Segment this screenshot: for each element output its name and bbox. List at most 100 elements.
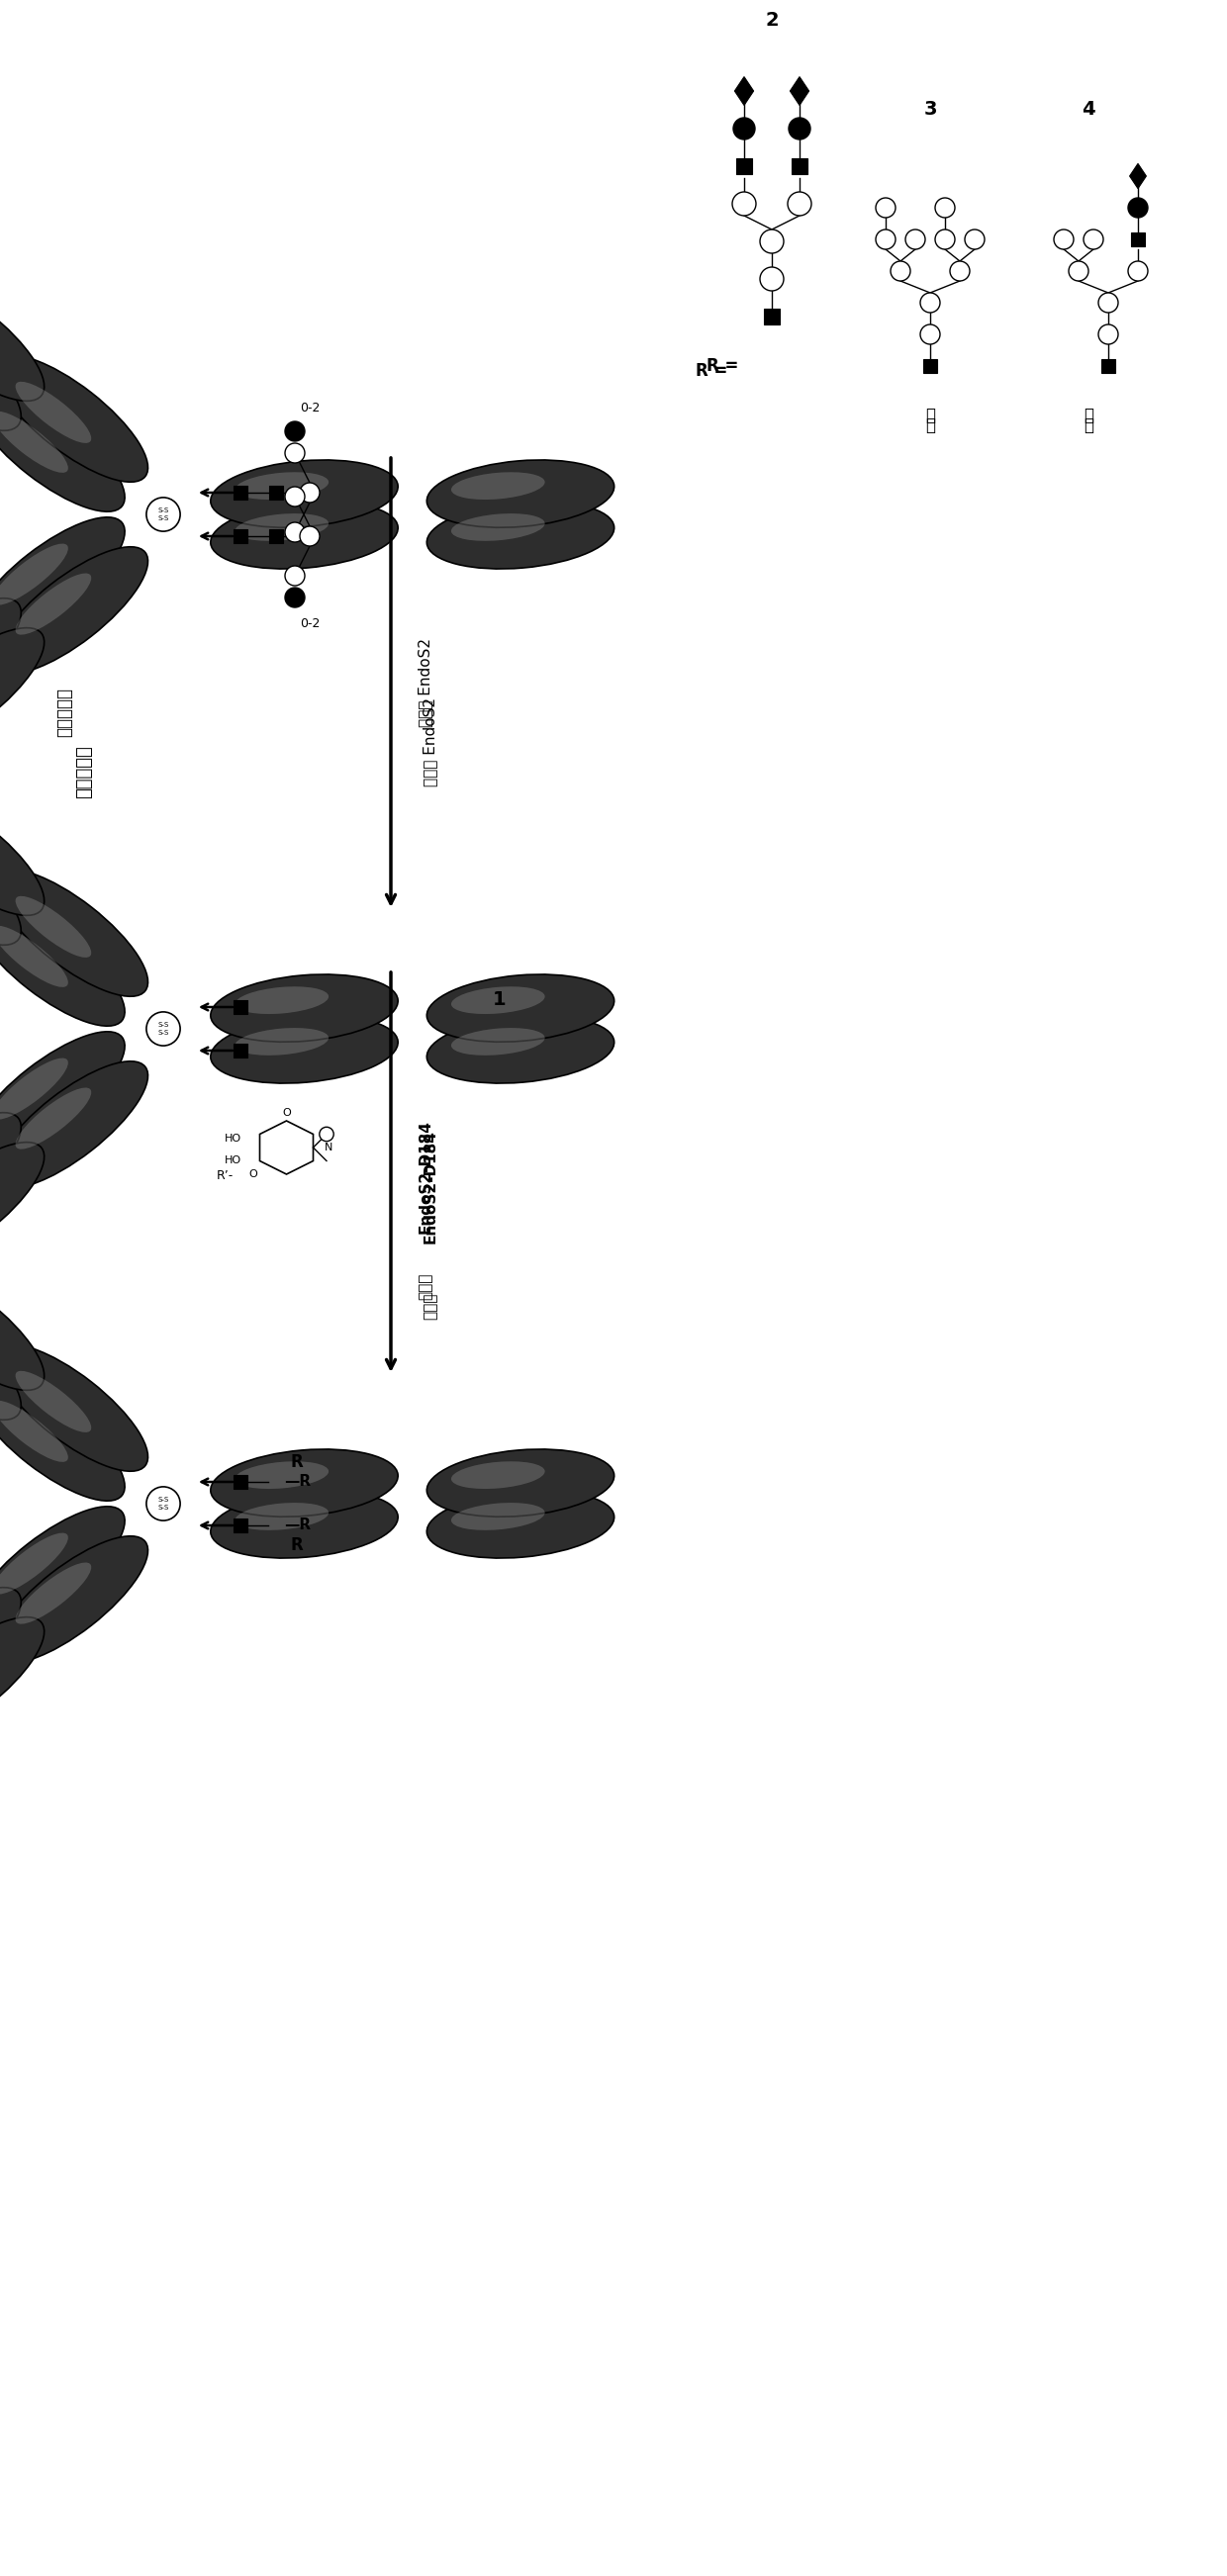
Text: 3: 3: [924, 100, 937, 118]
Circle shape: [1098, 325, 1118, 345]
Bar: [233, 528, 248, 544]
Text: 或: 或: [1083, 417, 1093, 435]
Circle shape: [299, 526, 319, 546]
Circle shape: [319, 1128, 334, 1141]
Ellipse shape: [0, 518, 125, 644]
Polygon shape: [1130, 165, 1146, 188]
Ellipse shape: [234, 1028, 329, 1056]
Circle shape: [1054, 229, 1074, 250]
Circle shape: [1069, 260, 1088, 281]
Ellipse shape: [234, 513, 329, 541]
Ellipse shape: [427, 1492, 615, 1558]
Bar: [233, 1043, 248, 1059]
Text: R: R: [291, 1535, 303, 1553]
Ellipse shape: [452, 513, 545, 541]
Bar: [233, 1517, 248, 1533]
Ellipse shape: [211, 974, 398, 1041]
Ellipse shape: [211, 461, 398, 528]
Ellipse shape: [16, 1564, 91, 1623]
Ellipse shape: [0, 1345, 148, 1471]
Ellipse shape: [452, 1461, 545, 1489]
Ellipse shape: [0, 819, 21, 945]
Ellipse shape: [427, 974, 615, 1041]
Circle shape: [1128, 260, 1147, 281]
Ellipse shape: [0, 1113, 21, 1239]
Bar: [1131, 232, 1145, 247]
Ellipse shape: [0, 1618, 44, 1744]
Ellipse shape: [427, 1450, 615, 1517]
Text: 野生型 EndoS2: 野生型 EndoS2: [418, 639, 433, 726]
Ellipse shape: [0, 1061, 148, 1188]
Text: R’-: R’-: [216, 1170, 233, 1182]
Ellipse shape: [427, 1015, 615, 1084]
Ellipse shape: [0, 546, 148, 672]
Text: 突变体: 突变体: [423, 1293, 438, 1319]
Text: 1: 1: [493, 989, 506, 1010]
Text: 0-2: 0-2: [299, 402, 320, 415]
Text: O: O: [282, 1108, 291, 1118]
Ellipse shape: [452, 1028, 545, 1056]
Bar: [764, 309, 779, 325]
Circle shape: [146, 497, 180, 531]
Ellipse shape: [211, 1450, 398, 1517]
Bar: [233, 487, 248, 500]
Text: 或: 或: [1083, 407, 1093, 425]
Text: 或: 或: [925, 407, 935, 425]
Circle shape: [935, 229, 955, 250]
Text: 2: 2: [766, 10, 779, 28]
Ellipse shape: [427, 461, 615, 528]
Text: EndoS2-D184: EndoS2-D184: [418, 1121, 433, 1234]
Circle shape: [891, 260, 910, 281]
Ellipse shape: [0, 412, 69, 474]
Ellipse shape: [16, 896, 91, 958]
Circle shape: [733, 193, 756, 216]
Ellipse shape: [234, 1502, 329, 1530]
Ellipse shape: [211, 502, 398, 569]
Circle shape: [876, 198, 896, 216]
Ellipse shape: [0, 925, 69, 987]
Text: EndoS2-D184: EndoS2-D184: [423, 1131, 438, 1244]
Bar: [736, 157, 752, 175]
Ellipse shape: [0, 1262, 44, 1391]
Ellipse shape: [234, 987, 329, 1015]
Bar: [233, 999, 248, 1015]
Ellipse shape: [0, 1401, 69, 1463]
Circle shape: [950, 260, 969, 281]
Text: 4: 4: [1082, 100, 1096, 118]
Circle shape: [964, 229, 984, 250]
Text: R =: R =: [696, 363, 728, 379]
Bar: [923, 358, 937, 374]
Circle shape: [876, 229, 896, 250]
Text: HO: HO: [225, 1157, 242, 1167]
Text: R =: R =: [707, 358, 739, 376]
Ellipse shape: [0, 1507, 125, 1633]
Text: —R: —R: [283, 1517, 310, 1533]
Circle shape: [285, 567, 304, 585]
Ellipse shape: [0, 384, 125, 513]
Ellipse shape: [0, 273, 44, 402]
Text: HO: HO: [225, 1133, 242, 1144]
Ellipse shape: [452, 987, 545, 1015]
Ellipse shape: [0, 1373, 125, 1502]
Ellipse shape: [16, 574, 91, 634]
Ellipse shape: [211, 1015, 398, 1084]
Circle shape: [285, 587, 304, 608]
Circle shape: [1083, 229, 1103, 250]
Ellipse shape: [0, 304, 21, 430]
Text: 利妥昂单抗: 利妥昂单抗: [55, 688, 74, 737]
Circle shape: [285, 422, 304, 440]
Bar: [1102, 358, 1115, 374]
Circle shape: [734, 118, 755, 139]
Ellipse shape: [16, 1370, 91, 1432]
Ellipse shape: [0, 598, 21, 724]
Ellipse shape: [16, 381, 91, 443]
Text: 利妥昂单抗: 利妥昂单抗: [75, 744, 93, 799]
Text: R: R: [291, 1453, 303, 1471]
Text: 野生型 EndoS2: 野生型 EndoS2: [423, 698, 438, 786]
Ellipse shape: [234, 471, 329, 500]
Circle shape: [285, 443, 304, 464]
Ellipse shape: [0, 1141, 44, 1270]
Ellipse shape: [0, 1533, 69, 1595]
Ellipse shape: [427, 502, 615, 569]
Circle shape: [789, 118, 810, 139]
